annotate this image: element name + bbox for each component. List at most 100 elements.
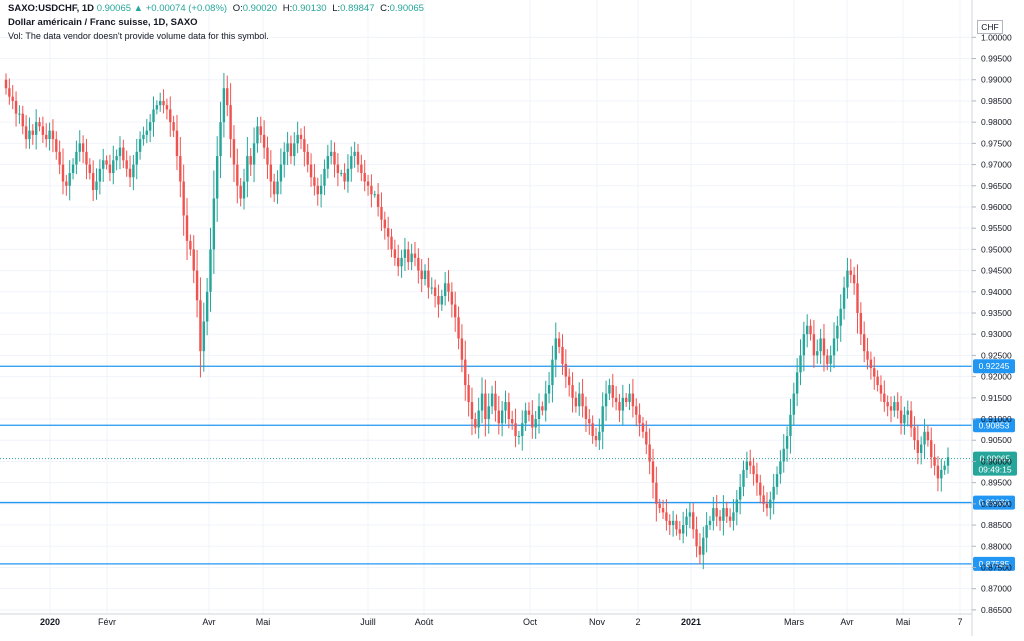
candle-body [165, 105, 169, 110]
candle-body [246, 156, 249, 182]
candle-body [749, 461, 752, 466]
candle-body [105, 160, 108, 165]
currency-label[interactable]: CHF [977, 20, 1003, 34]
candle-body [430, 287, 433, 289]
candle-body [812, 334, 816, 356]
candle-body [272, 181, 276, 195]
candle-body [393, 249, 397, 258]
candle-body [819, 338, 822, 352]
candle-body [765, 503, 769, 509]
candle-body [588, 419, 591, 424]
candle-body [397, 257, 400, 267]
candle-body [142, 134, 145, 140]
price-tick-label: 0.86500 [981, 605, 1012, 615]
candle-body [792, 393, 795, 415]
candle-body [507, 402, 511, 420]
candle-body [102, 160, 105, 169]
candle-body [608, 385, 611, 394]
chart-title-text: Dollar américain / Franc suisse, 1D, SAX… [8, 17, 198, 28]
candle-body [728, 516, 732, 521]
candle-body [487, 406, 490, 420]
candle-body [635, 406, 638, 415]
candle-body [886, 402, 889, 407]
candle-body [903, 414, 906, 424]
candle-body [500, 410, 504, 424]
candle-body [346, 168, 350, 182]
candle-body [11, 96, 14, 101]
candle-body [51, 130, 55, 140]
candle-body [61, 164, 65, 182]
candle-body [460, 338, 464, 360]
candle-body [249, 156, 252, 165]
candle-body [671, 520, 675, 526]
candle-body [913, 427, 916, 441]
price-tick-label: 0.91000 [981, 414, 1012, 424]
candle-body [169, 109, 172, 123]
candle-body [923, 431, 926, 445]
time-axis[interactable]: 2020 Févr Avr Mai Juill Août Oct Nov 2 2021 Mars Av… [40, 617, 963, 627]
candle-body [578, 393, 581, 407]
candle-body [41, 126, 45, 135]
candle-body [8, 88, 11, 97]
candle-body [125, 160, 128, 169]
candle-body [785, 435, 789, 449]
low-value: 0.89847 [340, 3, 375, 14]
grid [0, 0, 972, 614]
close-label: C: [380, 3, 390, 14]
candle-body [722, 508, 725, 521]
open-value: 0.90020 [242, 3, 278, 14]
price-tick-label: 0.88000 [981, 541, 1012, 551]
candle-body [423, 270, 427, 280]
candle-body [940, 469, 943, 479]
candle-body [95, 181, 98, 191]
candle-body [58, 151, 61, 165]
candle-body [457, 317, 460, 339]
candle-body [899, 410, 903, 424]
price-tick-label: 0.94500 [981, 266, 1012, 276]
candle-body [454, 304, 457, 318]
price-axis[interactable]: 1.00000 0.99500 0.99000 0.98500 0.98000 0.975… [972, 32, 1012, 615]
volume-note: Vol: The data vendor doesn't provide vol… [8, 31, 269, 41]
horizontal-line-label: 0.89030 [979, 498, 1010, 508]
candle-body [155, 105, 159, 110]
candle-body [464, 359, 467, 386]
time-tick-label: Mai [896, 617, 911, 627]
symbol-name[interactable]: SAXO:USDCHF, 1D [8, 3, 95, 14]
candle-body [98, 168, 102, 182]
candle-body [319, 185, 323, 195]
candle-body [551, 359, 554, 386]
time-tick-label: Févr [98, 617, 116, 627]
candle-body [909, 410, 913, 428]
symbol-legend: SAXO:USDCHF, 1D 0.90065 ▲ +0.00074 (+0.0… [8, 2, 424, 16]
candle-body [118, 147, 122, 157]
candle-body [306, 151, 309, 165]
time-tick-label: Nov [589, 617, 606, 627]
candle-body [598, 431, 601, 441]
candle-body [333, 151, 336, 165]
candle-body [594, 435, 598, 441]
candle-body [789, 414, 792, 436]
time-tick-label: Mai [256, 617, 271, 627]
candle-body [614, 397, 618, 403]
candle-body [78, 143, 81, 152]
candle-body [842, 287, 846, 309]
candle-body [628, 393, 631, 403]
candle-body [772, 486, 775, 500]
candle-body [356, 151, 360, 165]
candle-body [712, 508, 715, 521]
candle-body [856, 283, 859, 313]
candle-body [122, 147, 125, 161]
horizontal-lines[interactable]: 0.92245 0.90853 0.89030 0.87585 0.9006509:49… [0, 359, 1017, 571]
price-tick-label: 0.88500 [981, 520, 1012, 530]
candle-body [470, 402, 474, 420]
candle-body [692, 512, 695, 530]
candle-body [259, 126, 262, 135]
candle-body [866, 351, 869, 360]
candle-body [145, 130, 148, 135]
candle-body [14, 100, 18, 114]
candle-body [28, 130, 31, 140]
candle-body [366, 181, 370, 186]
candle-body [601, 406, 604, 432]
